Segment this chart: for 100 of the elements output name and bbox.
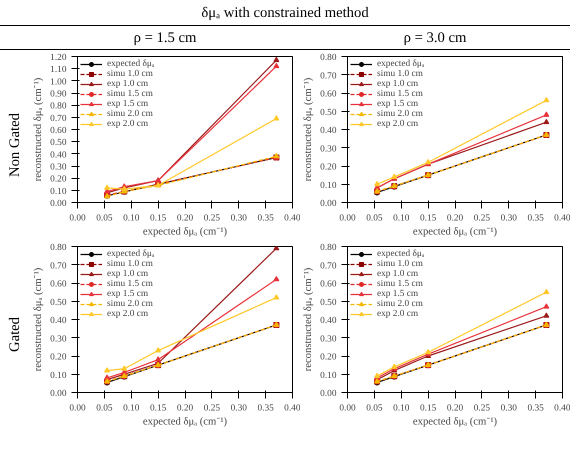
y-tick-label: 1.00 (50, 77, 67, 88)
x-tick-label: 0.05 (96, 404, 113, 414)
legend-label: simu 1.5 cm (107, 89, 153, 99)
x-tick-label: 0.00 (339, 214, 356, 224)
y-tick-label: 0.40 (50, 316, 67, 326)
x-tick-label: 0.20 (446, 214, 464, 224)
legend-label: simu 2.0 cm (377, 109, 423, 119)
y-tick-label: 0.30 (50, 162, 67, 172)
legend-label: exp 1.0 cm (107, 79, 148, 89)
x-tick-label: 0.35 (527, 404, 544, 414)
x-tick-label: 0.35 (527, 214, 544, 224)
legend-label: simu 2.0 cm (377, 299, 423, 309)
legend-label: exp 1.5 cm (377, 99, 418, 109)
legend-label: expected δμₐ (377, 249, 424, 259)
x-tick-label: 0.25 (204, 214, 220, 224)
x-tick-label: 0.10 (393, 214, 410, 224)
x-tick-label: 0.40 (554, 404, 571, 414)
y-tick-label: 0.20 (320, 352, 337, 362)
y-tick-label: 0.30 (320, 144, 337, 154)
x-tick-label: 0.15 (150, 404, 167, 414)
y-tick-label: 0.70 (50, 114, 67, 124)
x-tick-label: 0.15 (420, 214, 437, 224)
y-tick-label: 1.10 (50, 65, 67, 76)
legend-label: expected δμₐ (377, 59, 424, 69)
y-tick-label: 0.60 (50, 126, 67, 136)
legend-label: simu 1.0 cm (377, 69, 423, 79)
chart-subtitle: ρ = 3.0 cm (404, 29, 466, 48)
x-tick-label: 0.05 (366, 404, 383, 414)
legend-label: exp 1.0 cm (107, 269, 148, 279)
x-tick-label: 0.20 (176, 214, 194, 224)
y-axis-title: reconstructed δμₐ (cm⁻¹) (303, 267, 314, 372)
x-tick-label: 0.40 (554, 214, 571, 224)
y-tick-label: 0.30 (320, 334, 337, 344)
y-axis-title: reconstructed δμₐ (cm⁻¹) (33, 267, 44, 372)
y-tick-label: 0.80 (50, 102, 67, 112)
x-tick-label: 0.05 (366, 214, 383, 224)
legend-label: simu 1.0 cm (107, 259, 153, 269)
legend-label: simu 2.0 cm (107, 299, 153, 309)
x-tick-label: 0.10 (123, 404, 140, 414)
x-tick-label: 0.00 (69, 404, 86, 414)
x-tick-label: 0.10 (393, 404, 410, 414)
x-tick-label: 0.35 (257, 214, 274, 224)
text: Non Gated (6, 113, 24, 177)
x-tick-label: 0.15 (420, 404, 437, 414)
y-tick-label: 0.20 (50, 174, 67, 185)
y-tick-label: 0.50 (50, 298, 67, 308)
x-axis-title: expected δμₐ (cm⁻¹) (142, 416, 228, 428)
y-tick-label: 1.20 (50, 53, 67, 63)
text: Gated (6, 318, 24, 352)
legend-label: exp 1.0 cm (377, 79, 418, 89)
y-tick-label: 0.00 (320, 199, 337, 209)
y-tick-label: 0.60 (320, 90, 337, 100)
y-tick-label: 0.70 (50, 261, 67, 272)
y-tick-label: 0.20 (50, 352, 67, 362)
y-tick-label: 0.30 (50, 334, 67, 344)
legend-label: exp 2.0 cm (107, 119, 148, 129)
y-tick-label: 0.50 (320, 298, 337, 308)
x-tick-label: 0.20 (446, 404, 464, 414)
legend-label: simu 1.0 cm (377, 259, 423, 269)
y-axis-title: reconstructed δμₐ (cm⁻¹) (303, 77, 314, 182)
y-tick-label: 0.60 (320, 280, 337, 290)
legend-label: exp 2.0 cm (377, 119, 418, 129)
y-axis-title: reconstructed δμₐ (cm⁻¹) (33, 77, 44, 182)
x-tick-label: 0.30 (230, 404, 248, 414)
legend-label: expected δμₐ (107, 249, 154, 259)
y-tick-label: 0.50 (320, 108, 337, 118)
legend-label: exp 1.5 cm (107, 289, 148, 299)
y-tick-label: 0.10 (50, 370, 67, 381)
chart-title: δμₐ with constrained method (201, 4, 369, 23)
x-tick-label: 0.30 (230, 214, 248, 224)
y-tick-label: 0.80 (50, 243, 67, 253)
legend-label: exp 2.0 cm (377, 309, 418, 319)
x-tick-label: 0.10 (123, 214, 140, 224)
legend-label: simu 2.0 cm (107, 109, 153, 119)
y-tick-label: 0.50 (50, 138, 67, 148)
y-tick-label: 0.40 (50, 150, 67, 160)
x-axis-title: expected δμₐ (cm⁻¹) (412, 226, 498, 238)
y-tick-label: 0.80 (320, 53, 337, 63)
x-tick-label: 0.00 (339, 404, 356, 414)
y-tick-label: 0.80 (320, 243, 337, 253)
y-tick-label: 0.10 (320, 180, 337, 191)
y-tick-label: 0.60 (50, 280, 67, 290)
x-tick-label: 0.30 (500, 214, 518, 224)
y-tick-label: 0.00 (50, 389, 67, 399)
legend-label: exp 2.0 cm (107, 309, 148, 319)
y-tick-label: 0.00 (320, 389, 337, 399)
y-tick-label: 0.40 (320, 126, 337, 136)
y-tick-label: 0.70 (320, 71, 337, 82)
legend-label: exp 1.5 cm (377, 289, 418, 299)
legend-label: exp 1.5 cm (107, 99, 148, 109)
x-tick-label: 0.25 (474, 404, 490, 414)
legend-label: simu 1.0 cm (107, 69, 153, 79)
x-axis-title: expected δμₐ (cm⁻¹) (142, 226, 228, 238)
x-tick-label: 0.40 (284, 404, 301, 414)
y-tick-label: 0.40 (320, 316, 337, 326)
y-tick-label: 0.10 (320, 370, 337, 381)
y-tick-label: 0.70 (320, 261, 337, 272)
x-tick-label: 0.35 (257, 404, 274, 414)
legend-label: exp 1.0 cm (377, 269, 418, 279)
x-tick-label: 0.30 (500, 404, 518, 414)
